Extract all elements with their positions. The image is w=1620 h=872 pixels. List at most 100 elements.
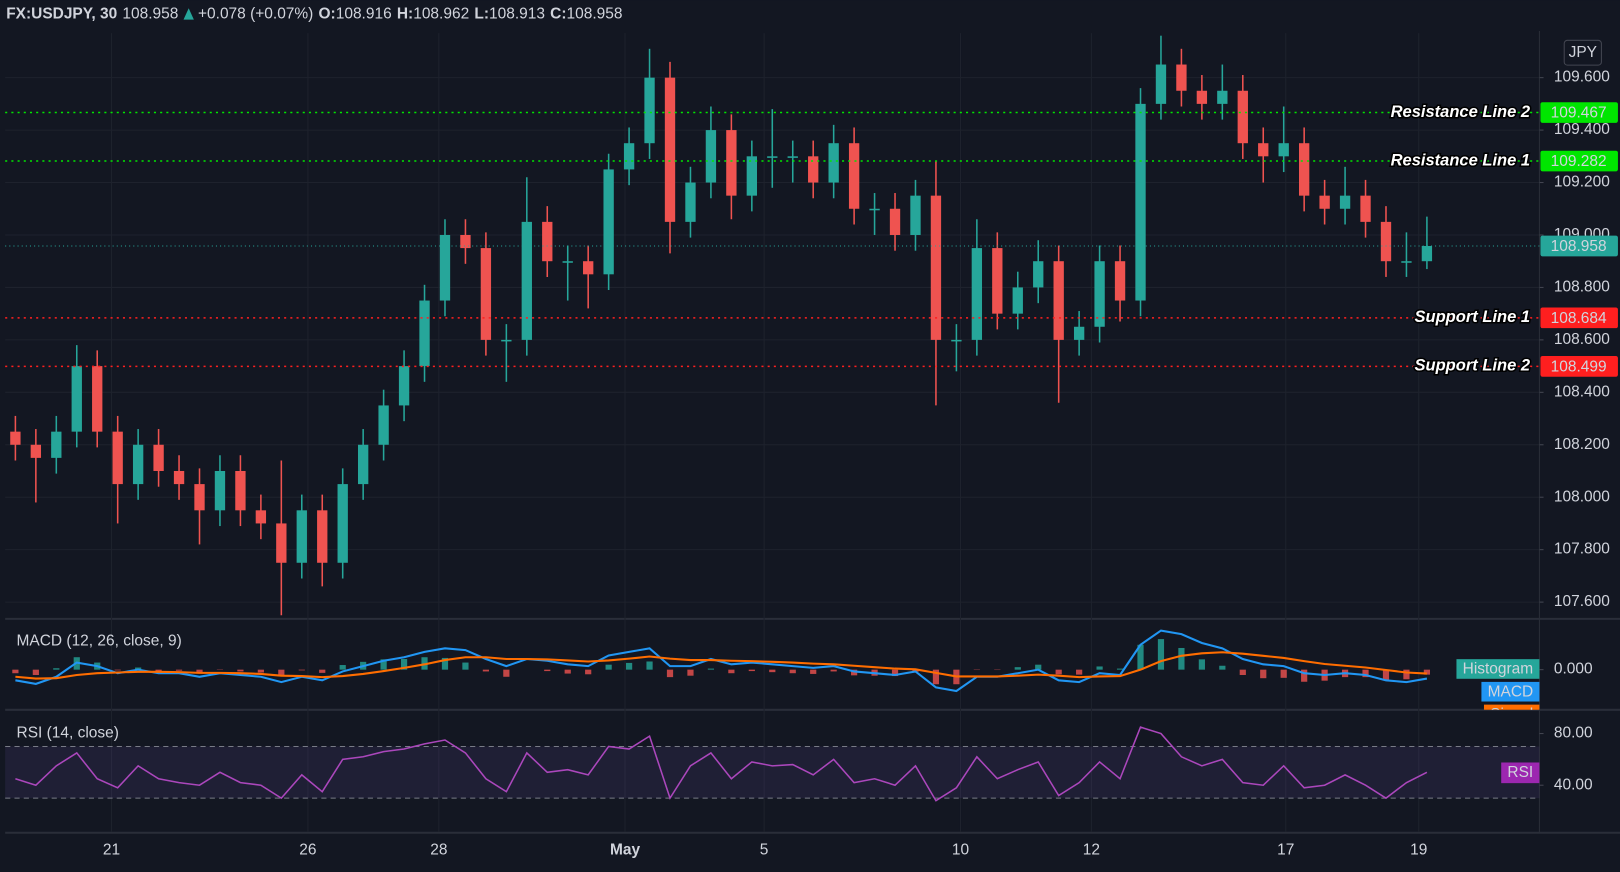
- candle-body: [439, 234, 451, 301]
- histogram-bar: [1423, 669, 1431, 675]
- histogram-bar: [1157, 639, 1165, 670]
- histogram-bar: [1239, 669, 1246, 675]
- y-tick-label: 109.200: [1554, 174, 1610, 191]
- ohlc-label: H:: [397, 6, 413, 23]
- indicator-line: [15, 629, 1428, 693]
- histogram-bar: [503, 669, 510, 677]
- histogram-bar: [1280, 669, 1287, 678]
- currency-button-label[interactable]: JPY: [1569, 44, 1597, 61]
- candle-body: [644, 77, 655, 144]
- histogram-bar: [1382, 669, 1390, 680]
- y-tick-label: 108.200: [1554, 436, 1610, 453]
- candle-body: [51, 431, 62, 458]
- level-label: Support Line 2: [1414, 356, 1530, 375]
- legend-label: Signal: [1490, 706, 1533, 723]
- candle-body: [787, 156, 798, 158]
- ohlc-label: O:: [319, 6, 336, 23]
- x-tick-label: 5: [760, 841, 769, 858]
- indicator-line: [15, 651, 1427, 680]
- candle-body: [235, 470, 246, 511]
- histogram-bar: [789, 669, 796, 674]
- histogram-bar: [564, 669, 571, 674]
- histogram-bar: [237, 669, 244, 672]
- histogram-bar: [1035, 664, 1042, 670]
- candle-body: [1073, 326, 1085, 340]
- histogram-bar: [851, 669, 858, 676]
- rsi-band: [5, 746, 1540, 799]
- candle-body: [828, 143, 839, 183]
- legend-badge: [1481, 681, 1540, 702]
- candle-body: [1053, 261, 1064, 340]
- histogram-bar: [544, 669, 551, 672]
- histogram-bar: [482, 669, 489, 672]
- candle-body: [30, 444, 42, 458]
- last-price: 108.958: [122, 6, 178, 23]
- histogram-bar: [1116, 668, 1124, 670]
- histogram-bar: [585, 669, 592, 675]
- x-tick-label: May: [610, 841, 641, 858]
- candle-body: [623, 143, 635, 170]
- legend-label: MACD: [1488, 683, 1534, 700]
- y-tick-label: 108.800: [1554, 279, 1610, 296]
- histogram-bar: [1137, 644, 1144, 670]
- y-tick-label: 108.400: [1554, 383, 1610, 400]
- histogram-bar: [1260, 669, 1267, 679]
- histogram-bar: [32, 669, 39, 675]
- histogram-bar: [1198, 659, 1205, 670]
- candle-body: [1339, 195, 1351, 209]
- candle-body: [746, 156, 757, 196]
- candle-body: [296, 510, 307, 563]
- rsi-line: [15, 726, 1428, 802]
- y-tick-label: 80.00: [1554, 725, 1593, 742]
- level-label: Support Line 1: [1414, 307, 1530, 326]
- candle-body: [1217, 90, 1228, 104]
- histogram-bar: [155, 669, 162, 672]
- candle-body: [1258, 143, 1269, 157]
- level-label: Resistance Line 1: [1391, 150, 1531, 169]
- y-tick-label: 0.000: [1554, 661, 1593, 678]
- histogram-bar: [12, 669, 19, 674]
- histogram-bar: [707, 668, 715, 670]
- candle-body: [603, 169, 614, 275]
- legend-badge: [1456, 659, 1540, 679]
- candle-body: [194, 484, 205, 511]
- histogram-bar: [339, 665, 346, 670]
- candle-body: [1114, 261, 1126, 301]
- change: +0.078 (+0.07%): [198, 6, 313, 23]
- candle-body: [1176, 64, 1187, 91]
- candle-body: [910, 195, 921, 235]
- legend-label: Histogram: [1463, 661, 1534, 678]
- level-value: 108.684: [1551, 310, 1607, 327]
- candle-body: [419, 300, 430, 367]
- y-tick-label: 107.800: [1554, 541, 1610, 558]
- histogram-bar: [319, 669, 326, 673]
- histogram-bar: [605, 664, 612, 670]
- x-tick-label: 26: [299, 841, 316, 858]
- ohlc-value: 108.913: [489, 6, 545, 23]
- up-arrow: [183, 8, 194, 20]
- candle-body: [1196, 90, 1208, 104]
- candle-body: [255, 510, 267, 524]
- level-value: 109.282: [1551, 153, 1607, 170]
- level-badge: [1540, 102, 1618, 123]
- histogram-bar: [441, 657, 449, 670]
- histogram-bar: [278, 669, 285, 677]
- x-tick-label: 21: [103, 841, 120, 858]
- histogram-bar: [257, 669, 264, 673]
- histogram-bar: [400, 658, 408, 670]
- candle-body: [1401, 261, 1412, 263]
- y-tick-label: 40.00: [1554, 776, 1593, 793]
- histogram-bar: [769, 669, 776, 673]
- legend-badge-group: Histogram: [1456, 659, 1540, 679]
- currency-button[interactable]: [1563, 39, 1602, 66]
- ohlc-value: 108.958: [566, 6, 622, 23]
- candle-body: [10, 431, 21, 445]
- legend-badge-group: MACD: [1481, 681, 1540, 702]
- histogram-bar: [1301, 669, 1308, 682]
- candle-body: [276, 523, 287, 563]
- candle-body: [808, 156, 819, 183]
- candle-body: [173, 470, 185, 485]
- legend-label: RSI: [1507, 764, 1533, 781]
